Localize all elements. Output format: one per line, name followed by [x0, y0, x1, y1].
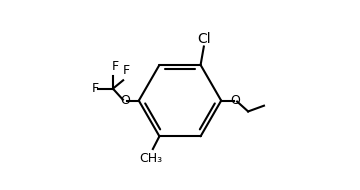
Text: O: O	[120, 94, 130, 107]
Text: F: F	[91, 82, 99, 95]
Text: CH₃: CH₃	[139, 152, 163, 165]
Text: O: O	[230, 94, 240, 107]
Text: Cl: Cl	[197, 32, 211, 46]
Text: F: F	[122, 64, 130, 78]
Text: F: F	[112, 60, 119, 73]
